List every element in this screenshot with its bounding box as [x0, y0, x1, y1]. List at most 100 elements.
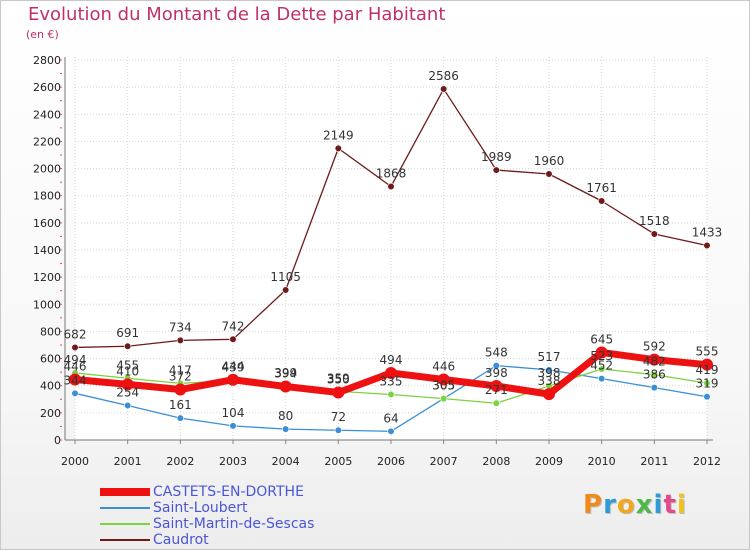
data-label-caudrot: 2586 [428, 69, 459, 83]
data-point-saint-loubert [334, 426, 342, 434]
y-tick-label: 400 [40, 380, 61, 393]
data-label-castets-en-dorthe: 645 [590, 332, 613, 346]
x-tick-label: 2012 [693, 455, 721, 468]
data-label-saint-loubert: 305 [432, 379, 455, 393]
proxiti-logo: Proxiti [583, 490, 687, 520]
data-point-caudrot [387, 182, 395, 191]
x-tick-label: 2008 [482, 455, 510, 468]
logo-letter: P [583, 490, 604, 520]
data-label-caudrot: 1960 [534, 154, 565, 168]
data-point-castets-en-dorthe [648, 353, 661, 366]
logo-letter: i [653, 490, 664, 520]
data-label-castets-en-dorthe: 494 [380, 353, 403, 367]
x-tick-label: 2011 [640, 455, 668, 468]
logo-letter: i [676, 490, 687, 520]
data-label-saint-martin-de-sescas: 523 [590, 349, 613, 363]
x-tick-label: 2000 [61, 455, 89, 468]
y-tick-label: 1400 [33, 244, 61, 257]
data-label-saint-loubert: 72 [331, 410, 346, 424]
data-point-saint-martin-de-sescas [440, 395, 448, 403]
legend-label: CASTETS-EN-DORTHE [153, 484, 304, 500]
data-label-caudrot: 1518 [639, 214, 670, 228]
y-tick-label: 1000 [33, 298, 61, 311]
data-point-saint-martin-de-sescas [703, 379, 711, 387]
data-point-saint-martin-de-sescas [492, 399, 500, 407]
data-label-caudrot: 734 [169, 320, 192, 334]
data-label-caudrot: 1105 [270, 270, 301, 284]
data-point-saint-martin-de-sescas [598, 365, 606, 373]
data-point-saint-loubert [71, 389, 79, 397]
data-point-castets-en-dorthe [490, 379, 503, 392]
data-label-saint-martin-de-sescas: 417 [169, 363, 192, 377]
data-point-caudrot [124, 342, 132, 350]
data-label-saint-martin-de-sescas: 271 [485, 383, 508, 397]
x-tick-label: 2010 [588, 455, 616, 468]
legend-swatch [100, 507, 150, 509]
data-label-castets-en-dorthe: 555 [696, 345, 719, 359]
data-label-caudrot: 1433 [692, 226, 723, 240]
data-label-saint-martin-de-sescas: 398 [538, 366, 561, 380]
data-point-caudrot [703, 241, 711, 250]
y-tick-label: 800 [40, 325, 61, 338]
data-label-caudrot: 2149 [323, 128, 354, 142]
y-tick-label: 0 [54, 434, 61, 447]
data-point-castets-en-dorthe [279, 380, 292, 393]
data-point-saint-loubert [703, 393, 711, 401]
data-point-saint-martin-de-sescas [387, 390, 395, 399]
data-point-caudrot [440, 85, 448, 93]
data-point-caudrot [176, 336, 184, 344]
line-chart: 0 200 400 600 800 1000 1200 1400 1600 1800 2000 220… [33, 54, 723, 468]
data-label-castets-en-dorthe: 350 [327, 373, 350, 387]
legend-swatch [100, 488, 150, 496]
data-point-caudrot [492, 166, 500, 174]
data-point-saint-loubert [229, 422, 237, 430]
data-point-saint-loubert [545, 366, 553, 374]
data-point-caudrot [71, 343, 79, 352]
y-tick-label: 2600 [33, 81, 61, 94]
data-label-saint-loubert: 64 [383, 411, 398, 425]
y-tick-label: 600 [40, 353, 61, 366]
legend-swatch [100, 523, 150, 525]
data-point-saint-loubert [492, 362, 500, 370]
x-tick-label: 2006 [377, 455, 405, 468]
y-tick-label: 1600 [33, 217, 61, 230]
data-label-saint-martin-de-sescas: 335 [380, 375, 403, 389]
data-label-saint-martin-de-sescas: 419 [696, 363, 719, 377]
data-label-castets-en-dorthe: 338 [538, 374, 561, 388]
data-label-castets-en-dorthe: 372 [169, 370, 192, 384]
data-label-saint-loubert: 104 [222, 406, 245, 420]
data-point-castets-en-dorthe [332, 386, 345, 399]
data-label-saint-loubert: 548 [485, 346, 508, 360]
chart-title: Evolution du Montant de la Dette par Hab… [28, 4, 446, 25]
x-tick-label: 2002 [166, 455, 194, 468]
logo-letter: o [616, 490, 636, 520]
x-tick-label: 2004 [272, 455, 300, 468]
data-label-castets-en-dorthe: 592 [643, 340, 666, 354]
data-point-caudrot [598, 197, 606, 205]
data-label-saint-loubert: 344 [64, 373, 87, 387]
x-tick-label: 2007 [430, 455, 458, 468]
data-label-saint-martin-de-sescas: 305 [432, 379, 455, 393]
data-label-saint-loubert: 517 [538, 350, 561, 364]
data-label-castets-en-dorthe: 446 [64, 359, 87, 373]
y-tick-label: 2000 [33, 163, 61, 176]
data-label-saint-martin-de-sescas: 439 [222, 360, 245, 374]
x-tick-label: 2001 [114, 455, 142, 468]
data-point-castets-en-dorthe [437, 373, 450, 386]
data-label-saint-loubert: 319 [696, 377, 719, 391]
data-label-saint-martin-de-sescas: 482 [643, 355, 666, 369]
data-label-saint-loubert: 161 [169, 398, 192, 412]
data-point-saint-martin-de-sescas [650, 370, 658, 379]
data-label-caudrot: 1761 [586, 181, 617, 195]
data-label-caudrot: 1868 [376, 166, 407, 180]
data-label-saint-martin-de-sescas: 399 [274, 366, 297, 380]
data-point-caudrot [650, 230, 658, 238]
data-label-caudrot: 1989 [481, 150, 512, 164]
data-label-caudrot: 682 [64, 327, 87, 341]
x-tick-label: 2003 [219, 455, 247, 468]
data-point-castets-en-dorthe [174, 383, 187, 396]
data-label-castets-en-dorthe: 410 [116, 364, 139, 378]
data-label-saint-loubert: 254 [116, 386, 139, 400]
legend-label: Saint-Loubert [153, 500, 248, 516]
data-label-castets-en-dorthe: 394 [274, 367, 297, 381]
